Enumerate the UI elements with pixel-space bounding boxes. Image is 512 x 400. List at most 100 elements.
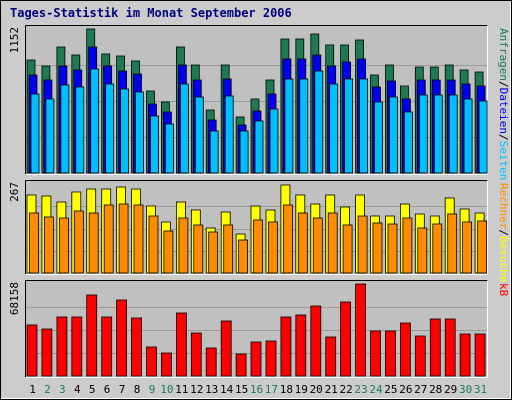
bar-kb-day-2 [41, 328, 53, 377]
legend-text: / [497, 81, 510, 88]
bar-kb-day-16 [250, 341, 262, 377]
day-label-7: 7 [119, 383, 126, 396]
bars-kb [26, 283, 486, 377]
bar-seiten-day-31 [478, 100, 488, 174]
bar-seiten-day-22 [344, 78, 354, 174]
day-label-2: 2 [44, 383, 51, 396]
bar-rechner-day-14 [223, 224, 234, 274]
bar-rechner-day-20 [312, 217, 323, 274]
bar-seiten-day-3 [60, 84, 70, 174]
bar-rechner-day-1 [29, 212, 39, 274]
bar-rechner-day-5 [88, 212, 99, 274]
bar-seiten-day-28 [433, 94, 443, 174]
panel-max-label: 267 [8, 182, 21, 202]
bar-kb-day-17 [265, 340, 277, 377]
legend-text: Anfragen [497, 28, 510, 81]
bar-seiten-day-6 [105, 83, 115, 174]
bar-rechner-day-2 [44, 216, 54, 274]
bar-kb-day-27 [414, 335, 426, 377]
bars-requests [26, 28, 488, 174]
bar-rechner-day-9 [148, 215, 159, 274]
bar-seiten-day-17 [269, 108, 279, 174]
day-label-27: 27 [414, 383, 427, 396]
bar-kb-day-26 [399, 322, 411, 377]
bar-rechner-day-11 [178, 217, 189, 274]
bar-kb-day-12 [190, 332, 202, 377]
bar-rechner-day-12 [193, 224, 204, 274]
day-label-19: 19 [295, 383, 308, 396]
bar-seiten-day-21 [329, 83, 339, 174]
bar-seiten-day-15 [239, 130, 249, 174]
day-label-16: 16 [250, 383, 263, 396]
bar-kb-day-14 [220, 320, 232, 377]
bar-kb-day-1 [26, 324, 38, 377]
bar-rechner-day-22 [342, 224, 353, 274]
bar-kb-day-19 [295, 314, 307, 377]
bar-seiten-day-24 [374, 101, 383, 174]
bar-rechner-day-18 [282, 204, 293, 274]
day-label-14: 14 [220, 383, 234, 396]
bar-seiten-day-7 [120, 88, 129, 174]
bar-kb-day-29 [444, 318, 456, 377]
panel-legend: kB [497, 283, 510, 297]
bar-kb-day-3 [56, 316, 68, 377]
bar-kb-day-30 [459, 333, 471, 377]
bar-seiten-day-30 [463, 98, 473, 174]
bar-seiten-day-19 [299, 78, 309, 174]
bar-rechner-day-31 [477, 220, 488, 274]
legend-text: kB [497, 283, 510, 297]
bar-seiten-day-12 [194, 96, 204, 174]
bar-kb-day-5 [86, 294, 98, 377]
bar-rechner-day-3 [59, 217, 69, 274]
bar-seiten-day-4 [75, 86, 85, 174]
bar-seiten-day-27 [418, 94, 428, 174]
panel-legend: Rechner/Besuche [497, 183, 510, 282]
day-label-26: 26 [399, 383, 412, 396]
bar-seiten-day-14 [224, 95, 234, 174]
bar-rechner-day-30 [462, 221, 473, 274]
bar-rechner-day-23 [357, 215, 368, 274]
bar-kb-day-28 [429, 318, 441, 377]
bar-kb-day-20 [310, 305, 322, 377]
bar-kb-day-9 [146, 346, 157, 377]
bar-rechner-day-8 [133, 204, 144, 274]
bar-seiten-day-8 [135, 91, 144, 174]
bar-seiten-day-9 [150, 115, 159, 174]
bar-seiten-day-13 [209, 130, 219, 174]
bar-seiten-day-16 [254, 120, 264, 174]
day-label-11: 11 [175, 383, 188, 396]
day-label-9: 9 [149, 383, 156, 396]
day-label-24: 24 [369, 383, 383, 396]
bar-seiten-day-10 [164, 123, 174, 174]
day-label-23: 23 [354, 383, 367, 396]
bar-kb-day-31 [474, 333, 486, 377]
bar-kb-day-13 [205, 347, 217, 377]
panel-visits: 267 Rechner/Besuche [8, 180, 510, 282]
day-label-18: 18 [280, 383, 293, 396]
bar-rechner-day-7 [118, 203, 129, 274]
day-label-5: 5 [89, 383, 96, 396]
bar-rechner-day-10 [163, 230, 174, 274]
panel-legend: Anfragen/Dateien/Seiten [497, 28, 510, 180]
bar-kb-day-15 [235, 353, 247, 377]
day-axis: 1 2 3 4 5 6 7 8 9 10 11 12 13 14 15 16 17 18 19 20 21 22 23 24 2… [29, 383, 487, 396]
bar-seiten-day-23 [359, 78, 369, 174]
day-label-3: 3 [59, 383, 66, 396]
legend-text: Rechner [497, 183, 510, 230]
bars-visits [26, 184, 488, 274]
bar-rechner-day-21 [327, 212, 338, 274]
day-label-30: 30 [459, 383, 472, 396]
chart-title: Tages-Statistik im Monat September 2006 [10, 6, 292, 20]
bar-rechner-day-26 [402, 217, 413, 274]
day-label-29: 29 [444, 383, 457, 396]
bar-kb-day-8 [131, 317, 142, 377]
bar-seiten-day-1 [30, 93, 40, 174]
bar-seiten-day-18 [284, 78, 294, 174]
day-label-20: 20 [310, 383, 323, 396]
bar-rechner-day-24 [372, 222, 383, 274]
bar-rechner-day-4 [73, 210, 84, 274]
day-label-6: 6 [104, 383, 111, 396]
bar-seiten-day-11 [179, 83, 189, 174]
